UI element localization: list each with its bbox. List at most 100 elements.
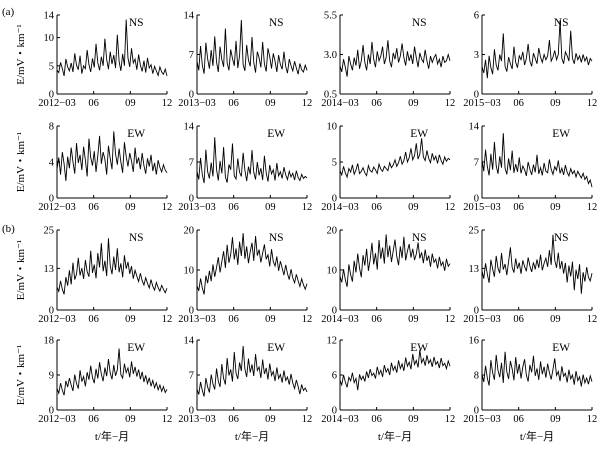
y-tick-label: 5	[332, 158, 337, 169]
x-tick-label: 12	[445, 98, 456, 109]
x-tick-label: 06	[513, 98, 524, 109]
x-tick-label: 06	[228, 314, 239, 325]
x-tick-label: 09	[550, 414, 561, 425]
series-line	[196, 137, 308, 184]
component-label: NS	[129, 232, 144, 244]
component-label: EW	[552, 128, 570, 140]
y-tick-label: 14	[184, 11, 195, 22]
component-label: NS	[269, 17, 284, 29]
x-tick-label: 06	[88, 202, 99, 213]
y-tick-label: 7	[189, 371, 194, 382]
x-tick-label: 12	[445, 414, 456, 425]
y-tick-label: 13	[469, 264, 480, 275]
x-tick-label: 2015−03	[463, 314, 500, 325]
group-label-b: (b)	[2, 223, 15, 235]
panel-b-2015-EW: 0 8 16 2015−03 06 09 12 EW t/年−月	[463, 336, 597, 444]
y-tick-label: 0	[474, 406, 479, 417]
x-tick-label: 2013−03	[178, 414, 215, 425]
x-tick-label: 2013−03	[178, 98, 215, 109]
y-tick-label: 14	[44, 11, 55, 22]
x-tick-label: 06	[513, 314, 524, 325]
panel-a-2014-EW: 0 5 10 2014−03 06 09 12 EW	[321, 122, 455, 214]
x-tick-label: 12	[587, 314, 598, 325]
y-axis-title: E/mV・km⁻¹	[15, 132, 27, 192]
x-tick-label: 09	[125, 314, 136, 325]
x-tick-label: 12	[302, 314, 313, 325]
panel-b-2013-EW: 0 7 14 2013−03 06 09 12 EW t/年−月	[178, 336, 312, 444]
x-tick-label: 06	[371, 202, 382, 213]
x-tick-label: 06	[228, 414, 239, 425]
x-tick-label: 09	[125, 414, 136, 425]
x-axis-title: t/年−月	[520, 429, 554, 443]
y-tick-label: 0	[189, 406, 194, 417]
component-label: EW	[267, 342, 285, 354]
y-tick-label: 8	[49, 122, 54, 133]
y-tick-label: 25	[44, 226, 55, 237]
y-tick-label: 16	[469, 336, 480, 347]
component-label: EW	[127, 342, 145, 354]
y-axis-title: E/mV・km⁻¹	[15, 240, 27, 300]
panel-b-2012-NS: 0 13 25 2012−03 06 09 12 NS E/mV・km⁻¹	[15, 226, 172, 326]
x-tick-label: 06	[371, 414, 382, 425]
y-tick-label: 0	[49, 90, 54, 101]
y-tick-label: 14	[469, 122, 480, 133]
y-tick-label: 0	[49, 306, 54, 317]
x-tick-label: 2015−03	[463, 98, 500, 109]
y-axis-title: E/mV・km⁻¹	[15, 24, 27, 84]
x-tick-label: 06	[88, 314, 99, 325]
y-tick-label: 4	[49, 158, 55, 169]
panel-a-2013-NS: 0 7 14 2013−03 06 09 12 NS	[178, 11, 312, 110]
y-tick-label: 10	[184, 266, 195, 277]
x-tick-label: 12	[587, 414, 598, 425]
y-tick-label: 3.0	[324, 50, 337, 61]
series-line	[481, 351, 593, 387]
y-tick-label: 6	[332, 371, 337, 382]
y-tick-label: 10	[44, 33, 55, 44]
y-tick-label: 0	[49, 194, 54, 205]
panel-a-2014-NS: 0.5 3.0 5.5 2014−03 06 09 12 NS	[321, 11, 455, 110]
x-axis-title: t/年−月	[235, 429, 269, 443]
y-tick-label: 7	[189, 50, 194, 61]
panel-a-2012-EW: 0 4 8 2012−03 06 09 12 EW E/mV・km⁻¹	[15, 122, 172, 214]
series-line	[56, 131, 168, 181]
y-tick-label: 6	[474, 11, 479, 22]
series-line	[56, 238, 168, 295]
x-tick-label: 09	[265, 414, 276, 425]
x-tick-label: 2014−03	[321, 314, 358, 325]
y-tick-label: 8	[474, 371, 479, 382]
y-tick-label: 20	[184, 226, 195, 237]
x-tick-label: 06	[88, 414, 99, 425]
component-label: NS	[554, 17, 569, 29]
y-tick-label: 3	[474, 50, 479, 61]
y-tick-label: 7	[474, 158, 479, 169]
panel-a-2015-EW: 0 7 14 2015−03 06 09 12 EW	[463, 122, 597, 214]
series-line	[481, 20, 593, 79]
x-tick-label: 09	[125, 98, 136, 109]
component-label: NS	[129, 17, 144, 29]
y-tick-label: 0	[189, 194, 194, 205]
component-label: EW	[127, 128, 145, 140]
x-tick-label: 2012−03	[38, 98, 75, 109]
x-tick-label: 2014−03	[321, 202, 358, 213]
y-tick-label: 0	[189, 306, 194, 317]
y-tick-label: 25	[469, 226, 480, 237]
x-tick-label: 12	[162, 414, 173, 425]
panel-b-2013-NS: 0 10 20 2013−03 06 09 12 NS	[178, 226, 312, 326]
y-tick-label: 0	[332, 406, 337, 417]
x-tick-label: 06	[228, 98, 239, 109]
component-label: NS	[554, 232, 569, 244]
x-tick-label: 12	[587, 98, 598, 109]
x-tick-label: 2015−03	[463, 414, 500, 425]
x-tick-label: 2012−03	[38, 414, 75, 425]
panel-a-2013-EW: 0 7 14 2013−03 06 09 12 EW	[178, 122, 312, 214]
x-tick-label: 06	[371, 314, 382, 325]
y-tick-label: 10	[327, 266, 338, 277]
y-tick-label: 0.5	[324, 90, 337, 101]
component-label: NS	[412, 17, 427, 29]
component-label: EW	[410, 128, 428, 140]
series-line	[196, 233, 308, 295]
series-line	[56, 348, 168, 396]
